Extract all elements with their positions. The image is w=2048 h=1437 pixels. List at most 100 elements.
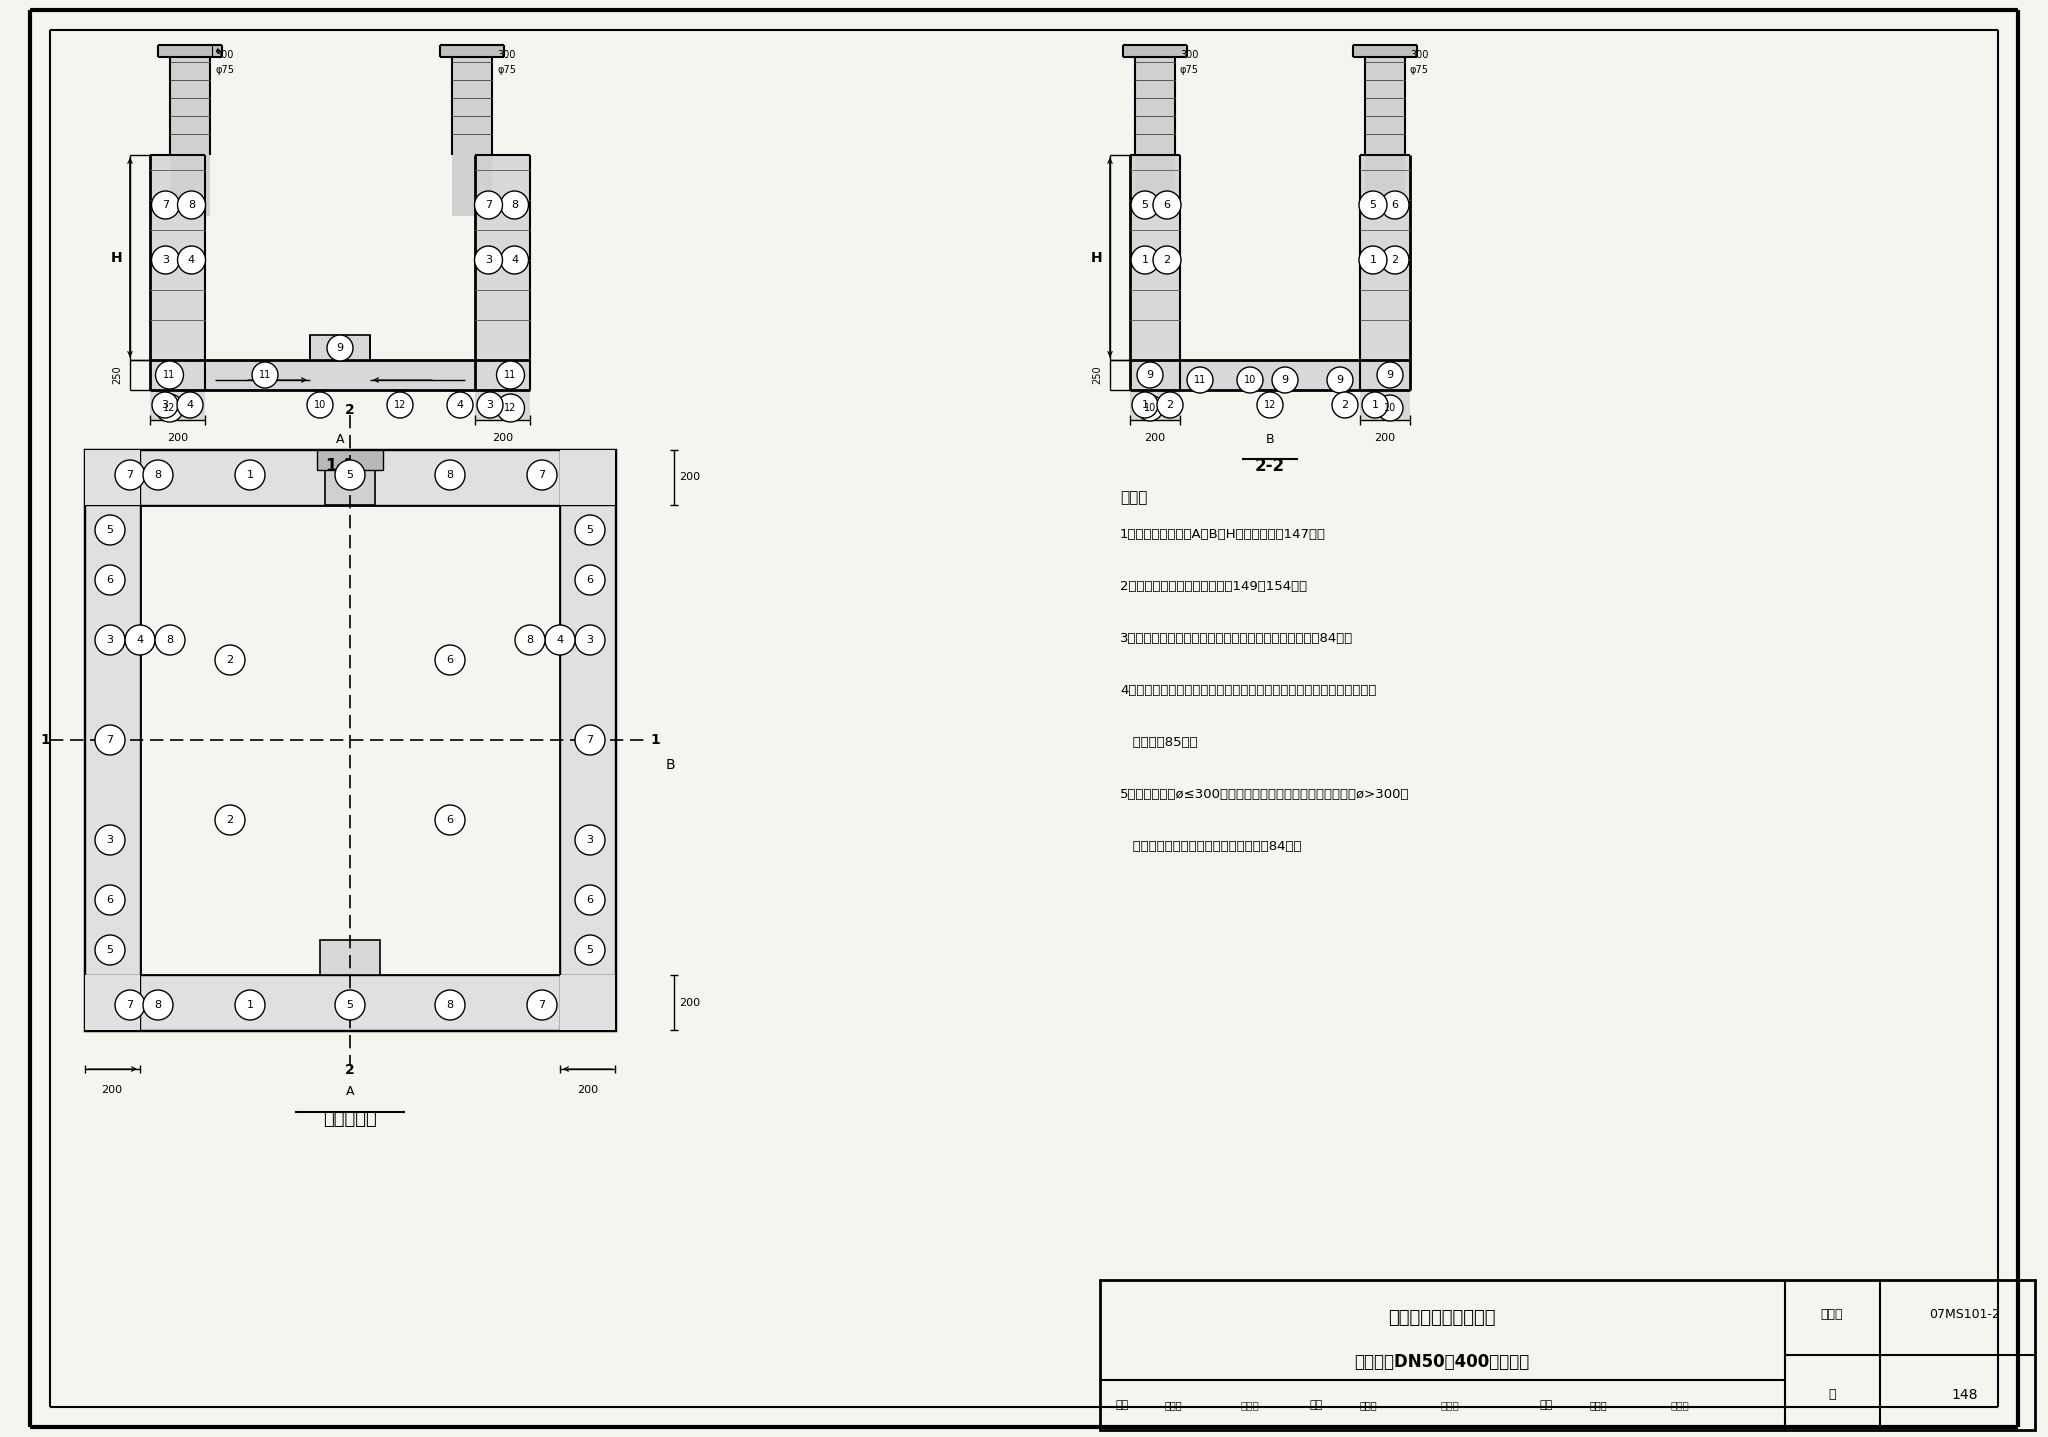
Circle shape (328, 335, 352, 361)
Text: 200: 200 (578, 1085, 598, 1095)
Text: 校对: 校对 (1311, 1400, 1323, 1410)
Circle shape (236, 990, 264, 1020)
Circle shape (1133, 392, 1157, 418)
Text: 6: 6 (106, 895, 113, 905)
Text: A: A (346, 1085, 354, 1098)
Text: 说明：: 说明： (1120, 490, 1147, 504)
Text: 7: 7 (586, 734, 594, 744)
Text: 6: 6 (1163, 200, 1171, 210)
Bar (475, 155, 530, 420)
Circle shape (215, 645, 246, 675)
Circle shape (1153, 191, 1182, 218)
Circle shape (152, 191, 180, 218)
Text: 3．配合平面、剖面图，预埋防水套管尺寸表见本图集第84页。: 3．配合平面、剖面图，预埋防水套管尺寸表见本图集第84页。 (1120, 632, 1354, 645)
Text: 5: 5 (1141, 200, 1149, 210)
Circle shape (178, 246, 205, 274)
Text: 4: 4 (557, 635, 563, 645)
Bar (1130, 155, 1180, 420)
Text: 2: 2 (1391, 254, 1399, 264)
Text: 张实雄: 张实雄 (1241, 1400, 1260, 1410)
Bar (1135, 45, 1176, 216)
Text: 图集号: 图集号 (1821, 1309, 1843, 1322)
Text: B: B (1266, 433, 1274, 445)
Text: 6: 6 (1391, 200, 1399, 210)
Text: 2: 2 (1163, 254, 1171, 264)
Text: 1: 1 (649, 733, 659, 747)
Circle shape (477, 392, 504, 418)
Text: 8: 8 (154, 470, 162, 480)
Text: 4: 4 (457, 399, 463, 410)
Text: 12: 12 (393, 399, 406, 410)
Text: H: H (111, 250, 123, 264)
Bar (139, 504, 559, 974)
Circle shape (475, 246, 502, 274)
Bar (440, 45, 506, 57)
Text: 4: 4 (137, 635, 143, 645)
Circle shape (1237, 366, 1264, 392)
Circle shape (1188, 366, 1212, 392)
Bar (139, 450, 559, 504)
Circle shape (434, 990, 465, 1020)
Text: 5: 5 (346, 1000, 354, 1010)
Text: 10: 10 (313, 399, 326, 410)
Text: 11: 11 (1194, 375, 1206, 385)
Text: 7: 7 (539, 1000, 545, 1010)
Text: 4．按平面、剖面图所示集水坑的位置设置集水坑，集水坑、踏步做法见: 4．按平面、剖面图所示集水坑的位置设置集水坑，集水坑、踏步做法见 (1120, 684, 1376, 697)
Text: 1-1: 1-1 (326, 457, 354, 476)
Text: 3: 3 (485, 254, 492, 264)
Text: 10: 10 (1384, 402, 1397, 412)
Circle shape (575, 726, 604, 754)
Text: 8: 8 (446, 470, 453, 480)
Text: 7: 7 (127, 1000, 133, 1010)
Text: 300: 300 (215, 50, 233, 60)
Text: 时，钢筋需切断，洞口加筋见本图集第84页。: 时，钢筋需切断，洞口加筋见本图集第84页。 (1120, 841, 1300, 854)
Circle shape (94, 825, 125, 855)
Circle shape (1137, 395, 1163, 421)
Bar (86, 504, 139, 974)
Text: 9: 9 (1386, 369, 1393, 379)
Bar (317, 450, 383, 470)
Text: 7: 7 (127, 470, 133, 480)
Text: 1．图中所注尺寸：A、B、H详见本图集第147页。: 1．图中所注尺寸：A、B、H详见本图集第147页。 (1120, 527, 1325, 540)
Circle shape (526, 460, 557, 490)
Text: 8: 8 (446, 1000, 453, 1010)
Circle shape (94, 935, 125, 966)
Circle shape (152, 392, 178, 418)
Circle shape (575, 885, 604, 915)
Bar (1130, 361, 1409, 389)
Text: 2: 2 (346, 1063, 354, 1076)
Bar (86, 974, 139, 1030)
Text: 9: 9 (1282, 375, 1288, 385)
Circle shape (125, 625, 156, 655)
Text: 1: 1 (1141, 399, 1149, 410)
Circle shape (236, 460, 264, 490)
Text: 3: 3 (106, 635, 113, 645)
Text: φ75: φ75 (1180, 65, 1198, 75)
Text: 本图集第85页。: 本图集第85页。 (1120, 736, 1198, 749)
Circle shape (434, 645, 465, 675)
Circle shape (434, 805, 465, 835)
Text: 3: 3 (586, 835, 594, 845)
Circle shape (575, 625, 604, 655)
Circle shape (514, 625, 545, 655)
Text: 2: 2 (227, 815, 233, 825)
Bar (139, 450, 559, 504)
Text: 200: 200 (680, 999, 700, 1007)
Bar (559, 504, 614, 974)
Text: 审核: 审核 (1114, 1400, 1128, 1410)
Text: 2: 2 (227, 655, 233, 665)
Text: 148: 148 (1952, 1388, 1978, 1403)
Bar (559, 450, 614, 504)
Text: 6: 6 (446, 815, 453, 825)
Text: B: B (666, 757, 674, 772)
Text: 200: 200 (168, 433, 188, 443)
Circle shape (252, 362, 279, 388)
Bar (150, 155, 205, 420)
Circle shape (446, 392, 473, 418)
Text: 2: 2 (346, 402, 354, 417)
Circle shape (1327, 366, 1354, 392)
Text: 1: 1 (246, 470, 254, 480)
Bar (1354, 45, 1417, 57)
Text: 12: 12 (1264, 399, 1276, 410)
Circle shape (500, 191, 528, 218)
